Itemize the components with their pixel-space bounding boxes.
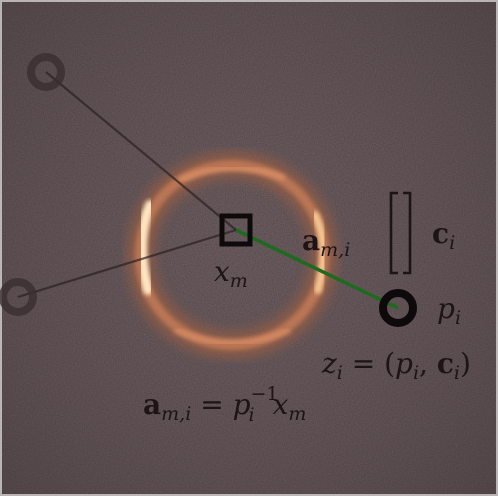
prediction-label: zi = (pi, ci) bbox=[321, 347, 471, 384]
glow-ring bbox=[127, 152, 337, 358]
edge-line-top-left bbox=[45, 71, 237, 231]
ring-node-icon bbox=[379, 289, 417, 327]
edge-line-accent bbox=[235, 228, 399, 310]
voting-equation: am,i = p−1 i xm bbox=[143, 383, 306, 426]
capsule-bracket bbox=[389, 191, 412, 275]
center-point-label: xm bbox=[214, 255, 248, 292]
square-node-icon bbox=[219, 213, 253, 247]
edge-label: am,i bbox=[302, 224, 350, 261]
ring-node-icon bbox=[27, 53, 65, 91]
pose-label: pi bbox=[437, 292, 461, 329]
capsule-vector-label: ci bbox=[432, 217, 455, 254]
edge-line-left bbox=[17, 228, 237, 299]
ring-node-icon bbox=[0, 278, 37, 316]
